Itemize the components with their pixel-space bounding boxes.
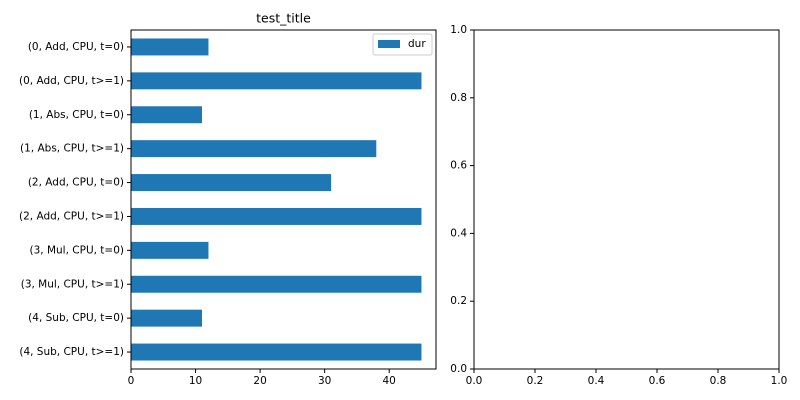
y-tick-label: (2, Add, CPU, t>=1) [19,210,124,222]
y-tick-label: 0.6 [450,160,467,172]
bar [131,309,203,327]
bar [131,72,422,90]
x-tick-label: 0.2 [527,375,544,387]
bar [131,140,377,158]
y-tick-label: (2, Add, CPU, t=0) [28,177,124,189]
chart-title: test_title [256,11,311,26]
x-tick-label: 30 [318,375,331,387]
legend-box [372,33,433,56]
y-tick-label: (4, Sub, CPU, t>=1) [19,346,124,358]
bar [131,343,422,361]
y-tick-label: 0.8 [450,92,467,104]
axes-frame [130,29,437,370]
legend-swatch [378,40,400,48]
y-tick-label: 0.2 [450,295,467,307]
x-tick-label: 0 [128,375,135,387]
bar [131,38,209,56]
bar [131,207,422,225]
x-tick-label: 0.0 [466,375,483,387]
y-tick-label: (1, Abs, CPU, t=0) [29,109,124,121]
bar [131,241,209,259]
x-tick-label: 0.4 [588,375,605,387]
y-tick-label: (0, Add, CPU, t=0) [28,41,124,53]
bar [131,106,203,124]
y-tick-label: (0, Add, CPU, t>=1) [19,75,124,87]
x-tick-label: 1.0 [771,375,788,387]
bar [131,275,422,293]
y-tick-label: 0.0 [450,363,467,375]
y-tick-label: (1, Abs, CPU, t>=1) [20,143,124,155]
x-tick-label: 0.6 [649,375,666,387]
y-tick-label: (3, Mul, CPU, t=0) [30,244,124,256]
y-tick-label: 0.4 [450,227,467,239]
y-tick-label: (4, Sub, CPU, t=0) [28,312,124,324]
y-tick-label: (3, Mul, CPU, t>=1) [21,278,124,290]
axes-frame [473,29,780,370]
x-tick-label: 0.8 [710,375,727,387]
bar [131,174,332,192]
x-tick-label: 10 [189,375,202,387]
legend-label: dur [408,38,426,50]
x-tick-label: 20 [253,375,266,387]
x-tick-label: 40 [383,375,396,387]
y-tick-label: 1.0 [450,24,467,36]
